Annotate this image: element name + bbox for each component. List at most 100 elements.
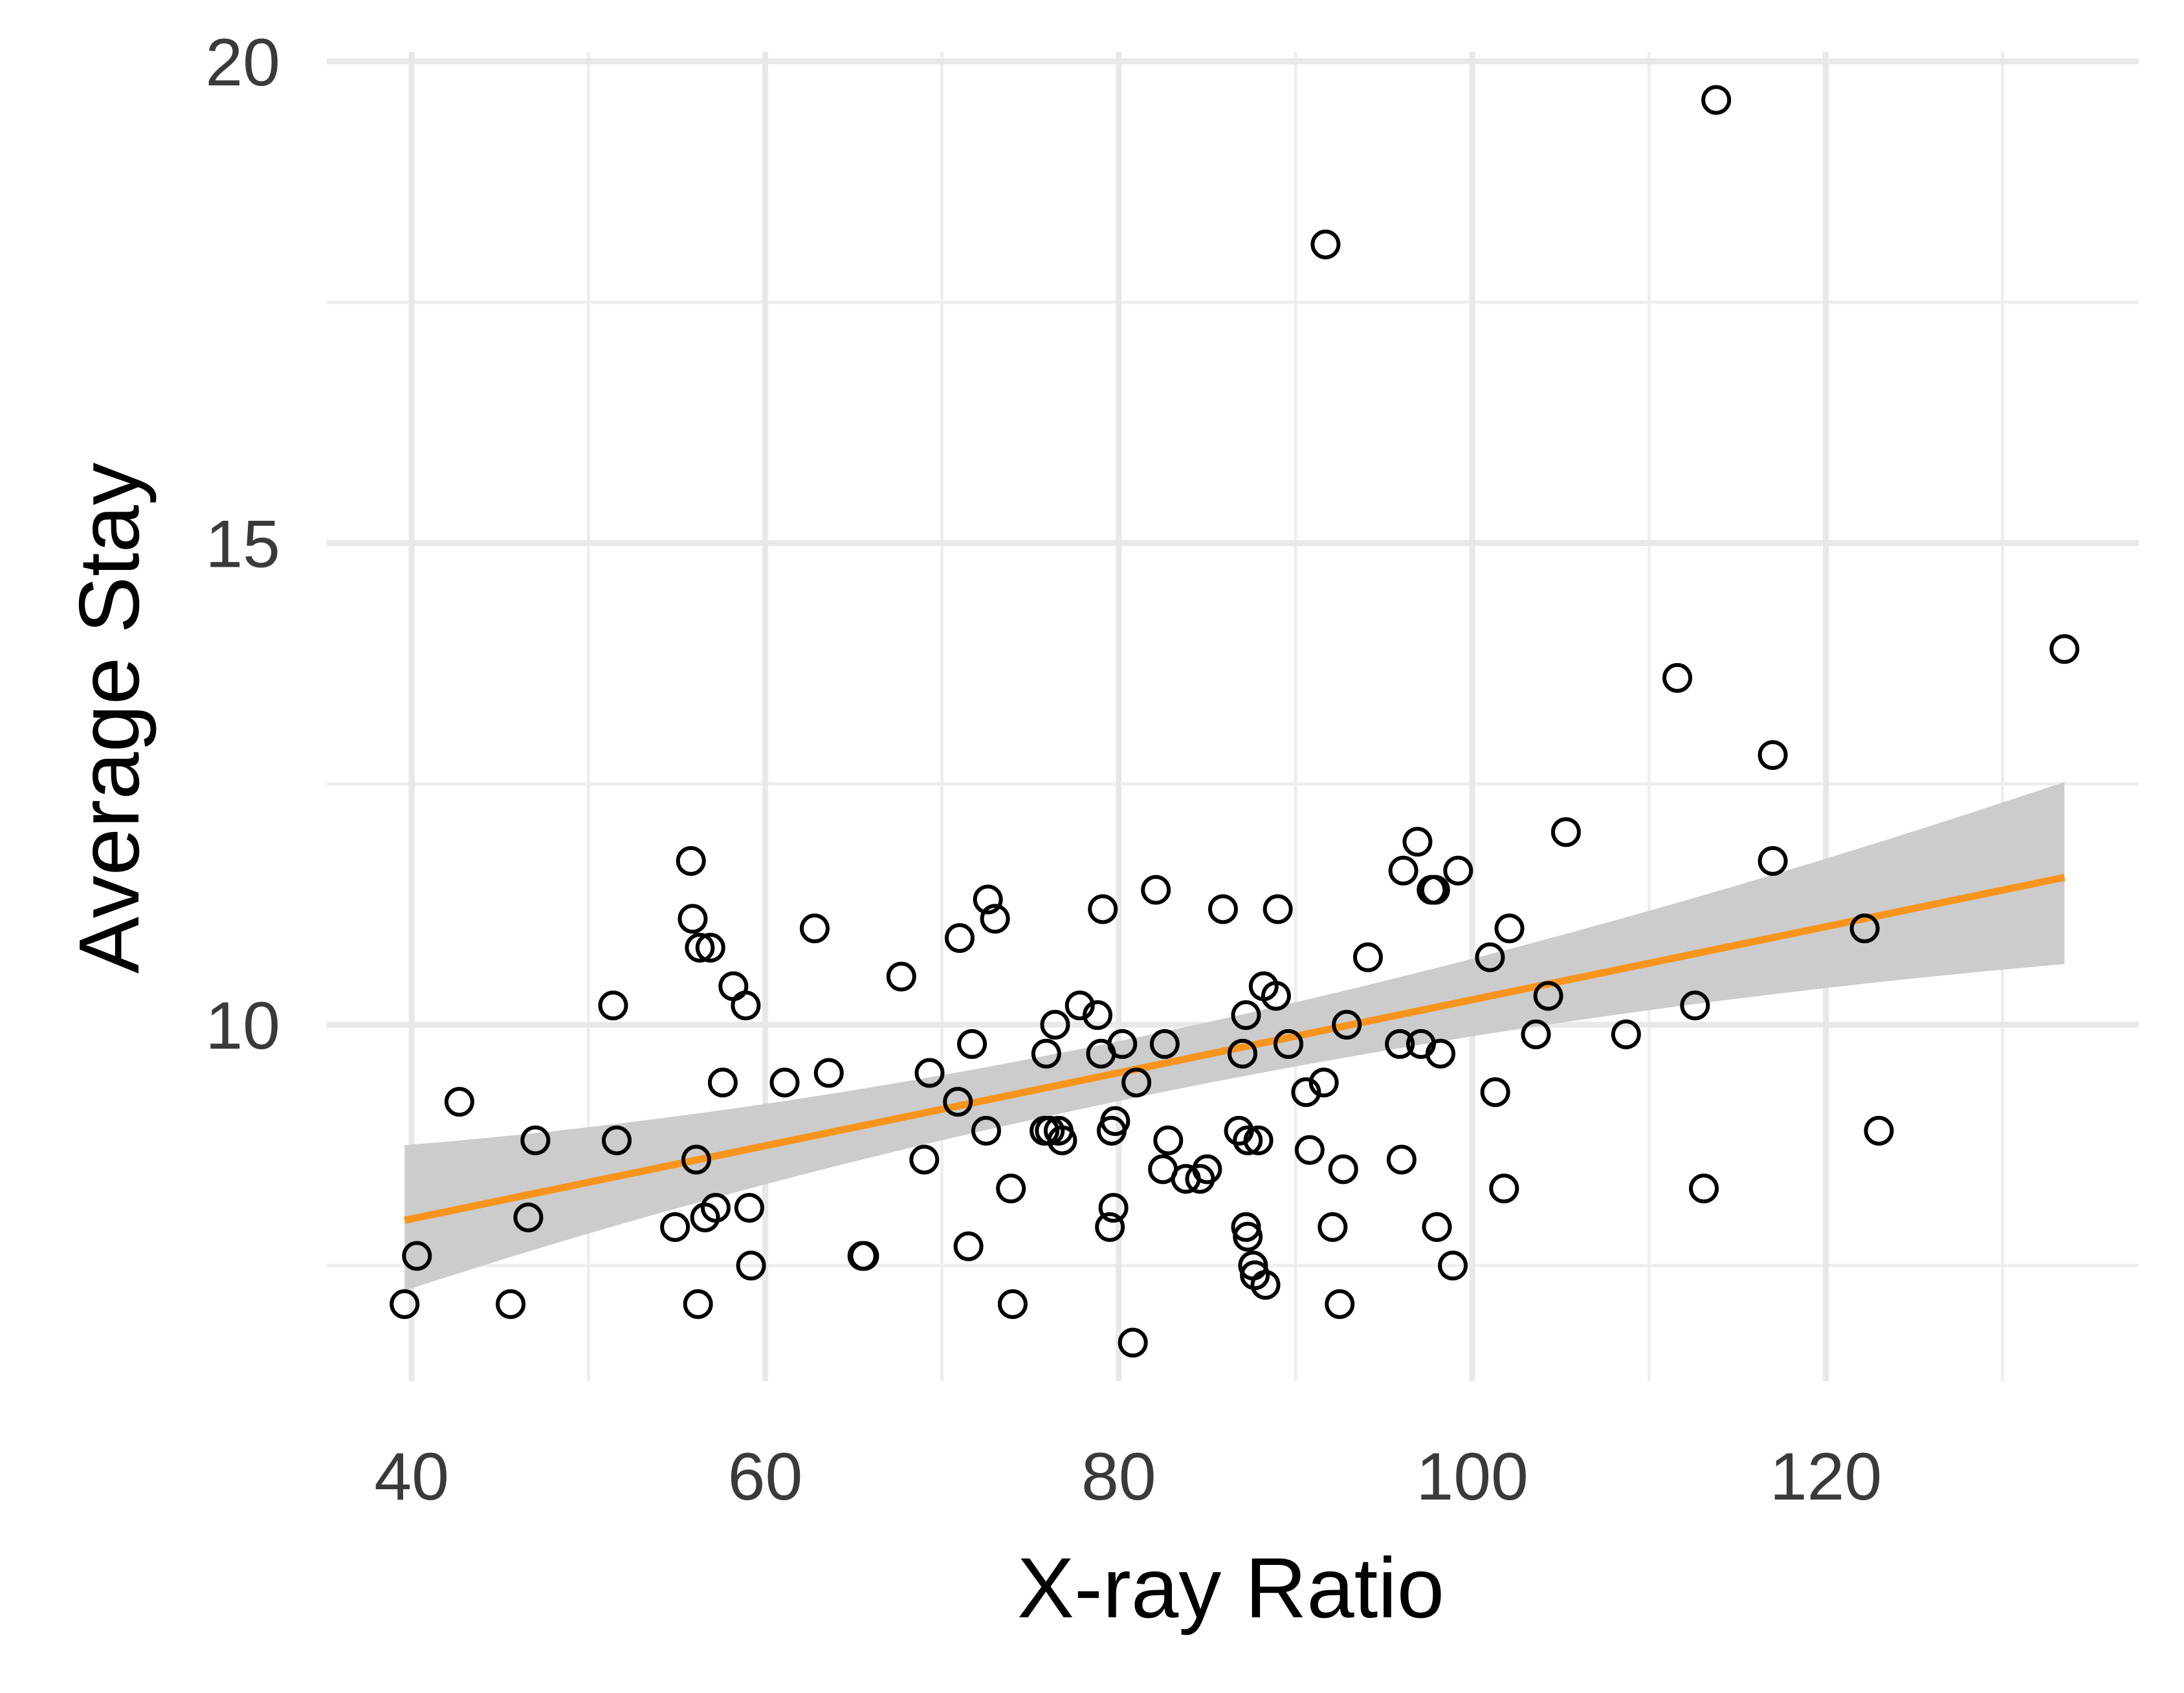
data-point (1088, 894, 1118, 924)
data-point (734, 1192, 764, 1223)
data-point (971, 1115, 1001, 1146)
data-point (1310, 229, 1341, 259)
data-point (1325, 1289, 1355, 1319)
data-point (1494, 913, 1525, 944)
data-point (1422, 1212, 1452, 1242)
data-point (799, 913, 830, 944)
x-tick-label: 120 (1770, 1439, 1882, 1514)
confidence-band-layer (404, 781, 2065, 1291)
data-point (813, 1058, 844, 1088)
data-point (1294, 1135, 1325, 1165)
data-points (390, 85, 2080, 1358)
data-point (660, 1212, 690, 1242)
data-point (1425, 1038, 1455, 1069)
data-point (1701, 85, 1732, 115)
data-point (1031, 1038, 1061, 1069)
fit-line-layer (404, 873, 2066, 1224)
data-point (1308, 1067, 1339, 1098)
data-point (707, 1067, 738, 1098)
data-point (1521, 1019, 1551, 1049)
data-point (731, 990, 761, 1021)
data-point (1385, 1029, 1415, 1059)
data-point (513, 1202, 544, 1232)
data-point (1100, 1106, 1131, 1136)
data-point (736, 1251, 766, 1281)
data-point (718, 971, 749, 1001)
data-point (1261, 981, 1291, 1011)
data-point (1328, 1154, 1358, 1185)
data-point (1480, 1077, 1510, 1108)
data-point (1352, 942, 1383, 972)
data-point (1107, 1029, 1138, 1059)
data-point (953, 1231, 984, 1262)
data-point (700, 1192, 731, 1223)
data-point (1040, 1010, 1070, 1040)
data-point (886, 961, 916, 992)
data-point (1864, 1115, 1894, 1146)
data-point (1420, 875, 1450, 905)
data-point (598, 990, 628, 1021)
data-point (1386, 1144, 1417, 1175)
data-point (520, 1125, 551, 1155)
data-point (997, 1289, 1028, 1319)
y-axis-title: Average Stay (61, 463, 157, 974)
y-tick-label: 20 (205, 25, 280, 100)
data-point (1118, 1327, 1148, 1358)
data-point (1662, 662, 1693, 693)
data-point (1443, 855, 1473, 886)
data-point (676, 846, 706, 876)
data-point (1689, 1174, 1719, 1204)
data-point (1233, 1221, 1263, 1252)
data-point (1318, 1212, 1348, 1242)
data-point (1680, 990, 1710, 1021)
data-point (1274, 1029, 1304, 1059)
x-tick-label: 100 (1416, 1439, 1528, 1514)
data-point (444, 1087, 474, 1117)
data-point (2049, 634, 2080, 664)
data-point (1438, 1251, 1468, 1281)
data-point (1047, 1125, 1077, 1155)
data-point (1489, 1174, 1519, 1204)
data-point (957, 1029, 987, 1059)
data-point (1758, 740, 1788, 770)
data-point (980, 904, 1010, 934)
data-point (1611, 1019, 1641, 1049)
data-point (943, 1087, 973, 1117)
data-point (602, 1125, 632, 1155)
data-point (1388, 855, 1418, 886)
data-point (1208, 894, 1238, 924)
data-point (1243, 1125, 1274, 1155)
confidence-band (404, 781, 2065, 1291)
data-point (1550, 817, 1581, 847)
data-point (695, 932, 725, 963)
data-point (678, 904, 708, 934)
data-point (1250, 1270, 1281, 1300)
data-point (996, 1174, 1026, 1204)
data-point (1475, 942, 1505, 972)
data-point (1233, 1125, 1263, 1155)
data-point (1402, 827, 1433, 857)
data-point (683, 1289, 713, 1319)
data-point (909, 1144, 940, 1175)
data-point (914, 1058, 945, 1088)
x-tick-label: 40 (374, 1439, 449, 1514)
x-tick-label: 60 (728, 1439, 803, 1514)
data-point (1192, 1154, 1222, 1185)
data-point (849, 1241, 879, 1271)
data-point (1263, 894, 1293, 924)
data-point (1533, 981, 1563, 1011)
data-point (496, 1289, 526, 1319)
data-point (1849, 913, 1880, 944)
data-point (1228, 1038, 1258, 1069)
x-tick-label: 80 (1081, 1439, 1156, 1514)
y-axis-ticks: 10 15 20 (205, 25, 280, 1064)
data-point (1095, 1212, 1125, 1242)
regression-line (404, 873, 2066, 1224)
data-point (1231, 1000, 1261, 1031)
data-point (1153, 1125, 1184, 1155)
data-point (1083, 1000, 1113, 1031)
y-tick-label: 10 (205, 988, 280, 1064)
data-point (1098, 1192, 1129, 1223)
